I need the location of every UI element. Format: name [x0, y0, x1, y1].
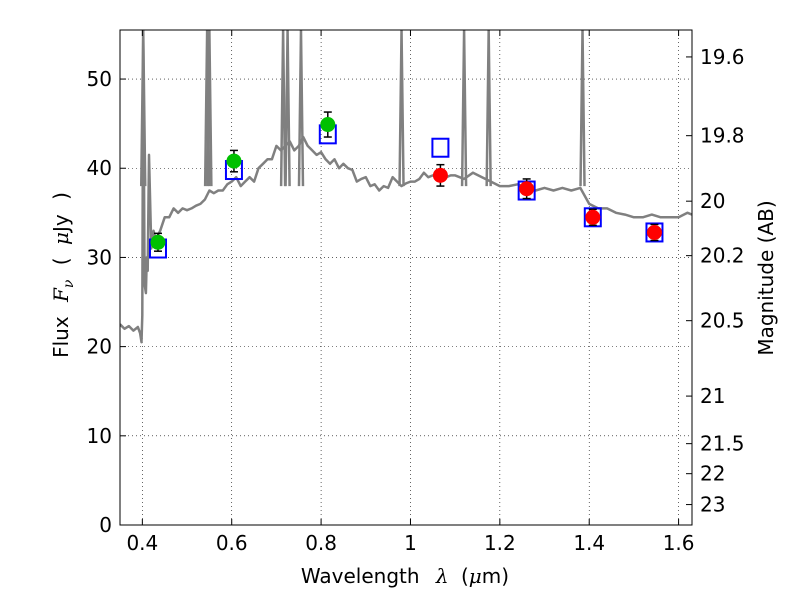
- x-tick-label: 0.6: [216, 531, 248, 555]
- y-tick-label: 20: [87, 335, 112, 359]
- mag-tick-label: 20.5: [700, 309, 745, 333]
- model-photometry-square: [583, 207, 602, 228]
- y-tick-label: 50: [87, 67, 112, 91]
- mag-tick-label: 21.5: [700, 432, 745, 456]
- nir-point: [646, 224, 662, 240]
- grid: [120, 30, 692, 525]
- y-axis-unit-open: (: [49, 257, 73, 265]
- y-tick-label: 40: [87, 156, 112, 180]
- x-axis-label: Wavelength λ (μm): [301, 564, 509, 588]
- optical-point: [226, 153, 242, 169]
- nir-point: [432, 167, 448, 183]
- emission-spike: [579, 30, 586, 187]
- emission-spike: [398, 30, 405, 187]
- x-axis-label-prefix: Wavelength: [301, 564, 420, 588]
- mag-tick-label: 19.6: [700, 45, 745, 69]
- mag-tick-label: 22: [700, 462, 725, 486]
- optical-point: [150, 234, 166, 250]
- y-axis-subscript: ν: [61, 279, 77, 288]
- optical-point: [320, 117, 336, 133]
- right-axis-label: Magnitude (AB): [754, 200, 778, 355]
- nir-point: [585, 209, 601, 225]
- emission-spike: [485, 30, 492, 187]
- x-tick-label: 1.2: [484, 531, 516, 555]
- y-tick-label: 30: [87, 245, 112, 269]
- y-axis-symbol: F: [49, 287, 73, 303]
- model-photometry-square: [645, 222, 664, 243]
- mag-tick-label: 20: [700, 189, 725, 213]
- x-axis-unit-mu: μ: [469, 564, 482, 588]
- mag-tick-label: 21: [700, 384, 725, 408]
- axis-ticks: 0.4 0.6 0.8 1 1.2 1.4 1.6 0 10 20 30 40 50 19.6 19.8 20…: [87, 30, 745, 555]
- x-axis-unit-rest: m): [482, 564, 509, 588]
- mag-tick-label: 20.2: [700, 244, 745, 268]
- y-axis-unit-mu: μ: [49, 232, 73, 245]
- emission-spike: [284, 30, 291, 187]
- mag-tick-label: 19.8: [700, 124, 745, 148]
- emission-spike: [206, 30, 213, 187]
- emission-spike: [297, 30, 305, 187]
- y-axis-label: Flux Fν ( μJy ): [49, 192, 78, 358]
- x-tick-label: 1: [404, 531, 417, 555]
- emission-spike: [139, 30, 147, 187]
- model-photometry-square: [431, 137, 450, 158]
- y-axis-unit-rest: Jy: [49, 214, 73, 234]
- y-axis-unit-close: ): [49, 192, 73, 200]
- x-axis-symbol: λ: [435, 564, 449, 588]
- x-tick-label: 1.6: [663, 531, 695, 555]
- x-tick-label: 0.8: [305, 531, 337, 555]
- nir-point: [519, 181, 535, 197]
- plot-frame: [119, 29, 693, 526]
- emission-spike: [279, 30, 287, 187]
- emission-spike: [460, 30, 468, 187]
- y-tick-label: 0: [99, 513, 112, 537]
- x-tick-label: 1.4: [573, 531, 605, 555]
- y-axis-label-prefix: Flux: [49, 316, 73, 358]
- x-axis-unit-open: (: [461, 564, 469, 588]
- mag-tick-label: 23: [700, 493, 725, 517]
- x-tick-label: 0.4: [126, 531, 158, 555]
- plot-area: [120, 30, 692, 344]
- y-tick-label: 10: [87, 424, 112, 448]
